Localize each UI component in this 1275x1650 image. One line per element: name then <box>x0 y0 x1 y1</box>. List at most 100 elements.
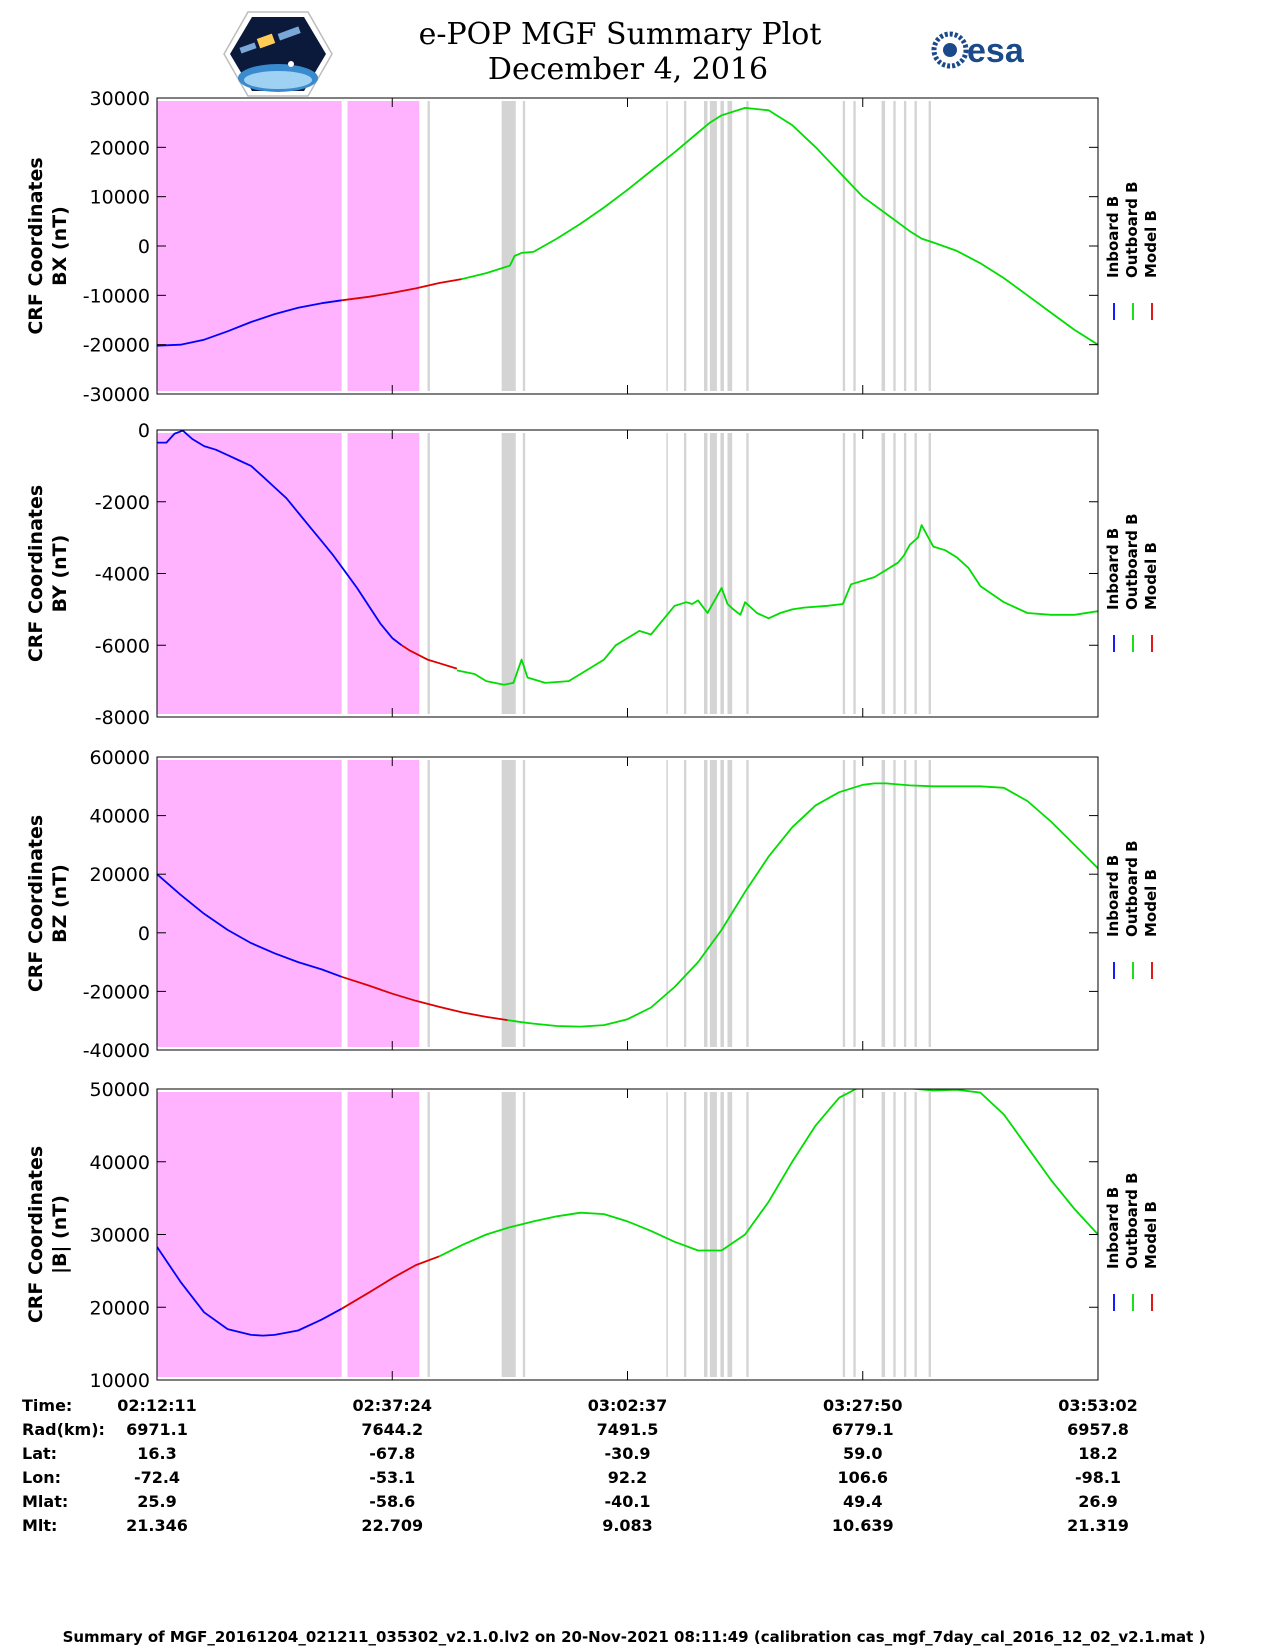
data-gap-region <box>853 1092 856 1377</box>
data-gap-region <box>501 1092 516 1377</box>
data-gap-region <box>914 760 917 1047</box>
legend-label: Inboard B <box>1104 196 1122 278</box>
y-axis-subtitle: |B| (nT) <box>49 1195 71 1274</box>
panel-1: -30000 -20000 -10000 0 10000 20000 30000 CRF Co… <box>25 88 1160 406</box>
data-gap-region <box>709 1092 717 1377</box>
plot-title: e-POP MGF Summary Plot <box>419 17 822 52</box>
orbit-cell: 02:37:24 <box>352 1396 432 1415</box>
orbit-cell: 03:27:50 <box>823 1396 903 1415</box>
orbit-cell: 18.2 <box>1078 1444 1117 1463</box>
orbit-cell: 26.9 <box>1078 1492 1117 1511</box>
data-gap-region <box>746 760 749 1047</box>
data-gap-region <box>914 101 917 391</box>
data-gap-region <box>903 433 907 714</box>
series-lines <box>157 782 1098 1028</box>
y-tick-label: 30000 <box>90 1225 150 1247</box>
orbit-cell: -98.1 <box>1075 1468 1121 1487</box>
data-gap-region <box>928 101 931 391</box>
data-gap-region <box>427 101 430 391</box>
legend: Inboard B Outboard B Model B <box>1104 1172 1160 1311</box>
series-line-inboard-b <box>157 299 342 347</box>
data-gap-region <box>709 101 717 391</box>
legend-label: Model B <box>1142 869 1160 937</box>
legend-label: Outboard B <box>1123 513 1141 610</box>
data-gap-region <box>928 760 931 1047</box>
data-gap-region <box>666 101 668 391</box>
legend-label: Outboard B <box>1123 1172 1141 1269</box>
legend-label: Inboard B <box>1104 528 1122 610</box>
series-line-inboard-b <box>157 1246 343 1337</box>
panel-4: 10000 20000 30000 40000 50000 CRF Coordinates… <box>25 1079 1160 1392</box>
data-gap-region <box>683 433 687 714</box>
data-gap-region <box>893 101 896 391</box>
orbit-cell: 10.639 <box>832 1516 894 1535</box>
data-gap-region <box>709 433 717 714</box>
eclipse-region <box>157 101 342 391</box>
y-axis-subtitle: BX (nT) <box>49 206 71 286</box>
y-tick-label: -6000 <box>95 635 150 657</box>
eclipse-region <box>157 1092 342 1377</box>
data-gap-region <box>914 1092 917 1377</box>
data-gap-region <box>522 1092 526 1377</box>
data-gap-region <box>903 101 907 391</box>
data-gap-region <box>727 1092 733 1377</box>
eclipse-region <box>157 760 342 1047</box>
orbit-cell: 02:12:11 <box>117 1396 197 1415</box>
data-gap-region <box>903 1092 907 1377</box>
data-gap-region <box>928 433 931 714</box>
y-axis-title: CRF Coordinates <box>25 815 47 992</box>
series-line-outboard-b <box>461 107 1098 346</box>
y-tick-label: -30000 <box>83 384 150 406</box>
orbit-cell: -40.1 <box>604 1492 650 1511</box>
data-gap-region <box>928 1092 931 1377</box>
legend: Inboard B Outboard B Model B <box>1104 513 1160 652</box>
plot-date: December 4, 2016 <box>488 52 768 87</box>
data-gap-region <box>746 433 749 714</box>
orbit-cell: 21.319 <box>1067 1516 1129 1535</box>
legend-label: Inboard B <box>1104 855 1122 937</box>
y-tick-label: -20000 <box>83 981 150 1003</box>
data-gap-region <box>727 101 733 391</box>
orbit-cell: -58.6 <box>369 1492 415 1511</box>
data-gap-region <box>914 433 917 714</box>
panel-2: -8000 -6000 -4000 -2000 0 CRF Coordinates BY (… <box>25 420 1160 729</box>
legend-label: Model B <box>1142 542 1160 610</box>
series-lines <box>157 430 1098 686</box>
orbit-cell: -30.9 <box>604 1444 650 1463</box>
data-gap-region <box>903 760 907 1047</box>
data-gap-region <box>666 1092 668 1377</box>
y-tick-label: -10000 <box>83 285 150 307</box>
data-gap-region <box>842 1092 846 1377</box>
orbit-cell: -67.8 <box>369 1444 415 1463</box>
data-gap-region <box>427 1092 430 1377</box>
series-line-outboard-b <box>456 524 1098 686</box>
orbit-cell: 6779.1 <box>832 1420 894 1439</box>
data-gap-region <box>427 433 430 714</box>
orbit-cell: 21.346 <box>126 1516 188 1535</box>
data-gap-region <box>853 101 856 391</box>
orbit-row-label: Lon: <box>22 1468 61 1487</box>
y-axis-title: CRF Coordinates <box>25 157 47 334</box>
eclipse-region <box>347 101 420 391</box>
data-gap-region <box>881 433 886 714</box>
y-tick-label: 10000 <box>90 1370 150 1392</box>
series-line-model-b <box>401 644 458 670</box>
data-gap-region <box>893 760 896 1047</box>
series-line-outboard-b <box>507 782 1098 1028</box>
orbit-row-label: Lat: <box>22 1444 57 1463</box>
eclipse-region <box>347 433 420 714</box>
data-gap-region <box>427 760 430 1047</box>
orbit-cell: 59.0 <box>843 1444 882 1463</box>
legend-label: Outboard B <box>1123 181 1141 278</box>
data-gap-region <box>522 433 526 714</box>
y-axis-title: CRF Coordinates <box>25 485 47 662</box>
data-gap-region <box>881 101 886 391</box>
y-tick-label: 20000 <box>90 1297 150 1319</box>
orbit-cell: 25.9 <box>137 1492 176 1511</box>
legend-label: Model B <box>1142 210 1160 278</box>
data-gap-region <box>842 101 846 391</box>
y-tick-label: -20000 <box>83 335 150 357</box>
data-gap-region <box>853 433 856 714</box>
series-line-model-b <box>341 278 462 302</box>
